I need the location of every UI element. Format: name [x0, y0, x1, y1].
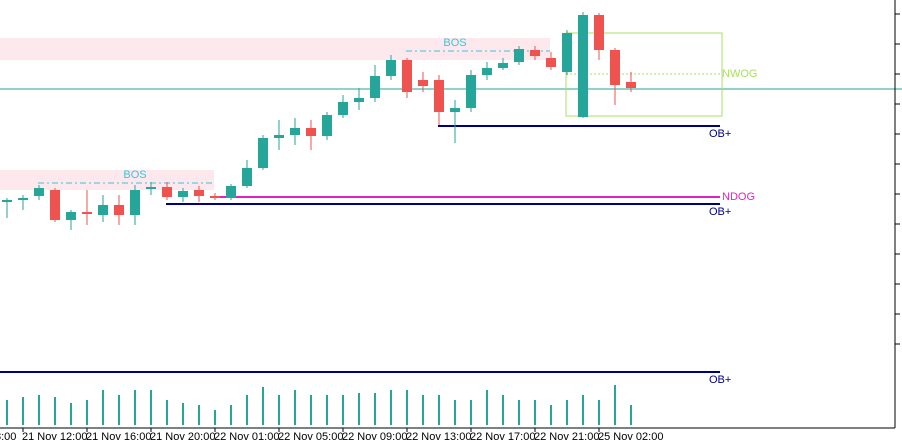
level-label: OB+: [709, 374, 731, 386]
level-label: OB+: [709, 128, 731, 140]
candle-body: [610, 50, 620, 85]
candle-body: [82, 212, 92, 214]
candle-body: [130, 190, 140, 215]
candle-body: [66, 212, 76, 220]
x-tick-label: 25 Nov 02:00: [598, 431, 663, 443]
candle-body: [418, 80, 428, 86]
candle-body: [50, 190, 60, 220]
nwog-label: NWOG: [722, 68, 757, 80]
candle-body: [258, 138, 268, 168]
candle-body: [242, 168, 252, 186]
level-label: NDOG: [722, 191, 755, 203]
candle-body: [98, 205, 108, 215]
candle-body: [434, 80, 444, 112]
candle-body: [594, 15, 604, 50]
candle-body: [354, 98, 364, 102]
x-tick-label: 22 Nov 09:00: [342, 431, 407, 443]
candle-body: [626, 82, 636, 88]
x-tick-label: 21 Nov 20:00: [150, 431, 215, 443]
candle-body: [562, 33, 572, 72]
candle-body: [338, 102, 348, 115]
candle-body: [530, 50, 540, 56]
candle-body: [546, 58, 556, 67]
x-tick-label: 22 Nov 01:00: [214, 431, 279, 443]
level-label: OB+: [709, 206, 731, 218]
candle-body: [466, 75, 476, 108]
candle-body: [450, 108, 460, 112]
x-tick-label: 8:00: [0, 431, 16, 443]
candle-body: [290, 128, 300, 135]
zone: [0, 170, 214, 190]
candle-body: [482, 68, 492, 75]
candle-body: [322, 115, 332, 136]
candle-body: [114, 205, 124, 215]
candle-body: [386, 60, 396, 76]
candle-body: [274, 135, 284, 138]
candle-body: [370, 76, 380, 98]
candle-body: [178, 191, 188, 197]
x-tick-label: 21 Nov 12:00: [22, 431, 87, 443]
candle-body: [306, 128, 316, 136]
candle-body: [210, 196, 220, 198]
candle-body: [498, 63, 508, 68]
candle-body: [162, 187, 172, 197]
x-tick-label: 21 Nov 16:00: [86, 431, 151, 443]
candle-body: [146, 187, 156, 189]
candle-body: [402, 60, 412, 92]
candle-body: [34, 188, 44, 196]
bos-label: BOS: [443, 37, 466, 49]
x-tick-label: 22 Nov 21:00: [534, 431, 599, 443]
x-tick-label: 22 Nov 05:00: [278, 431, 343, 443]
candle-body: [226, 186, 236, 198]
zone: [0, 38, 550, 60]
bos-label: BOS: [123, 169, 146, 181]
candle-body: [578, 15, 588, 117]
x-tick-label: 22 Nov 13:00: [406, 431, 471, 443]
candle-body: [514, 49, 524, 62]
candle-body: [18, 198, 28, 200]
x-tick-label: 22 Nov 17:00: [470, 431, 535, 443]
candle-body: [194, 190, 204, 196]
candle-body: [2, 200, 12, 202]
